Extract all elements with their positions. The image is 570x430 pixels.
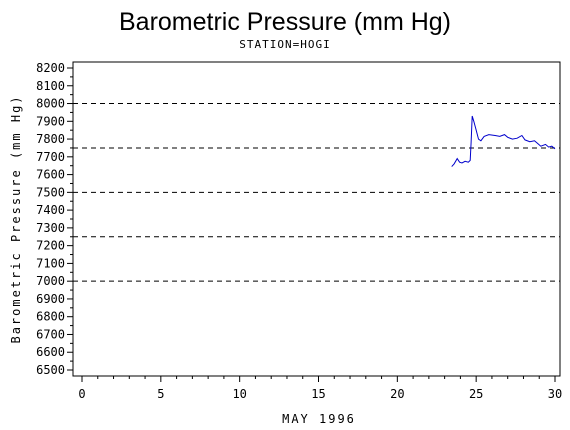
- y-tick-label: 6900: [36, 292, 65, 306]
- y-tick-label: 7500: [36, 185, 65, 199]
- y-tick-label: 7800: [36, 132, 65, 146]
- y-tick-label: 7300: [36, 221, 65, 235]
- y-axis: 6500 6600 6700 6800 6900 7000 7100 7200 7300 7400…: [36, 61, 73, 377]
- y-tick-label: 7700: [36, 150, 65, 164]
- y-tick-label: 6800: [36, 310, 65, 324]
- y-tick-label: 6600: [36, 345, 65, 359]
- x-axis: 0 5 10 15 20 25 30: [78, 376, 562, 401]
- y-axis-label: Barometric Pressure (mm Hg): [9, 94, 23, 343]
- x-tick-label: 15: [311, 387, 325, 401]
- y-tick-label: 7000: [36, 274, 65, 288]
- chart-subtitle: STATION=HOGI: [239, 38, 330, 51]
- x-tick-label: 10: [232, 387, 246, 401]
- y-tick-label: 7100: [36, 256, 65, 270]
- x-tick-label: 20: [390, 387, 404, 401]
- y-tick-label: 6500: [36, 363, 65, 377]
- y-tick-label: 8200: [36, 61, 65, 75]
- y-tick-label: 7600: [36, 168, 65, 182]
- y-tick-label: 6700: [36, 327, 65, 341]
- pressure-series-line: [451, 115, 556, 167]
- y-tick-label: 7200: [36, 239, 65, 253]
- y-tick-label: 8100: [36, 79, 65, 93]
- x-tick-label: 30: [548, 387, 562, 401]
- plot-frame: [72, 61, 561, 377]
- x-tick-label: 25: [469, 387, 483, 401]
- chart-title: Barometric Pressure (mm Hg): [119, 8, 451, 36]
- x-axis-label: MAY 1996: [282, 412, 356, 426]
- y-tick-label: 7900: [36, 114, 65, 128]
- x-tick-label: 5: [157, 387, 164, 401]
- series-group: [451, 115, 556, 167]
- reference-lines: [73, 103, 560, 282]
- y-tick-label: 8000: [36, 97, 65, 111]
- x-tick-label: 0: [78, 387, 85, 401]
- y-tick-label: 7400: [36, 203, 65, 217]
